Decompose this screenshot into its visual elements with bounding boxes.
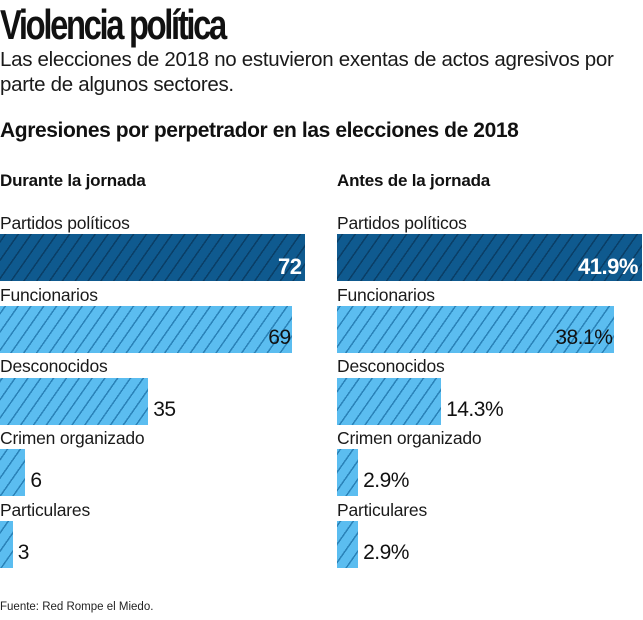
panel-title: Durante la jornada — [0, 171, 146, 190]
value-label: 2.9% — [363, 469, 409, 492]
category-label: Partidos políticos — [337, 213, 467, 233]
panel-title: Antes de la jornada — [337, 171, 491, 190]
category-label: Particulares — [337, 500, 427, 520]
bar — [337, 306, 615, 353]
value-label: 69 — [268, 326, 291, 349]
value-label: 38.1% — [555, 326, 613, 349]
chart-panel-durante: Durante la jornada Partidos políticos 72 F… — [0, 0, 320, 620]
bar — [337, 378, 442, 425]
value-label: 6 — [30, 469, 42, 492]
category-label: Desconocidos — [337, 356, 445, 376]
bar — [0, 449, 26, 496]
bar — [0, 234, 305, 281]
bar — [337, 449, 359, 496]
value-label: 3 — [17, 541, 30, 564]
chart-title: Agresiones por perpetrador en las elecci… — [0, 119, 519, 142]
page-title: Violencia política — [0, 1, 227, 48]
category-label: Crimen organizado — [0, 428, 145, 448]
value-label: 72 — [278, 254, 302, 279]
source-note: Fuente: Red Rompe el Miedo. — [0, 601, 154, 613]
value-label: 35 — [153, 398, 176, 421]
bar — [337, 234, 642, 281]
category-label: Funcionarios — [337, 285, 435, 305]
chart-panel-antes: Antes de la jornada Partidos políticos 41… — [337, 0, 643, 620]
category-label: Particulares — [0, 500, 90, 520]
category-label: Crimen organizado — [337, 428, 482, 448]
value-label: 41.9% — [578, 254, 638, 279]
bar — [0, 306, 293, 353]
bar — [0, 521, 13, 568]
page-subtitle: Las elecciones de 2018 no estuvieron exe… — [0, 48, 614, 96]
value-label: 2.9% — [363, 541, 409, 564]
category-label: Desconocidos — [0, 356, 108, 376]
bar — [0, 378, 149, 425]
category-label: Partidos políticos — [0, 213, 130, 233]
category-label: Funcionarios — [0, 285, 98, 305]
value-label: 14.3% — [446, 398, 504, 421]
bar — [337, 521, 359, 568]
